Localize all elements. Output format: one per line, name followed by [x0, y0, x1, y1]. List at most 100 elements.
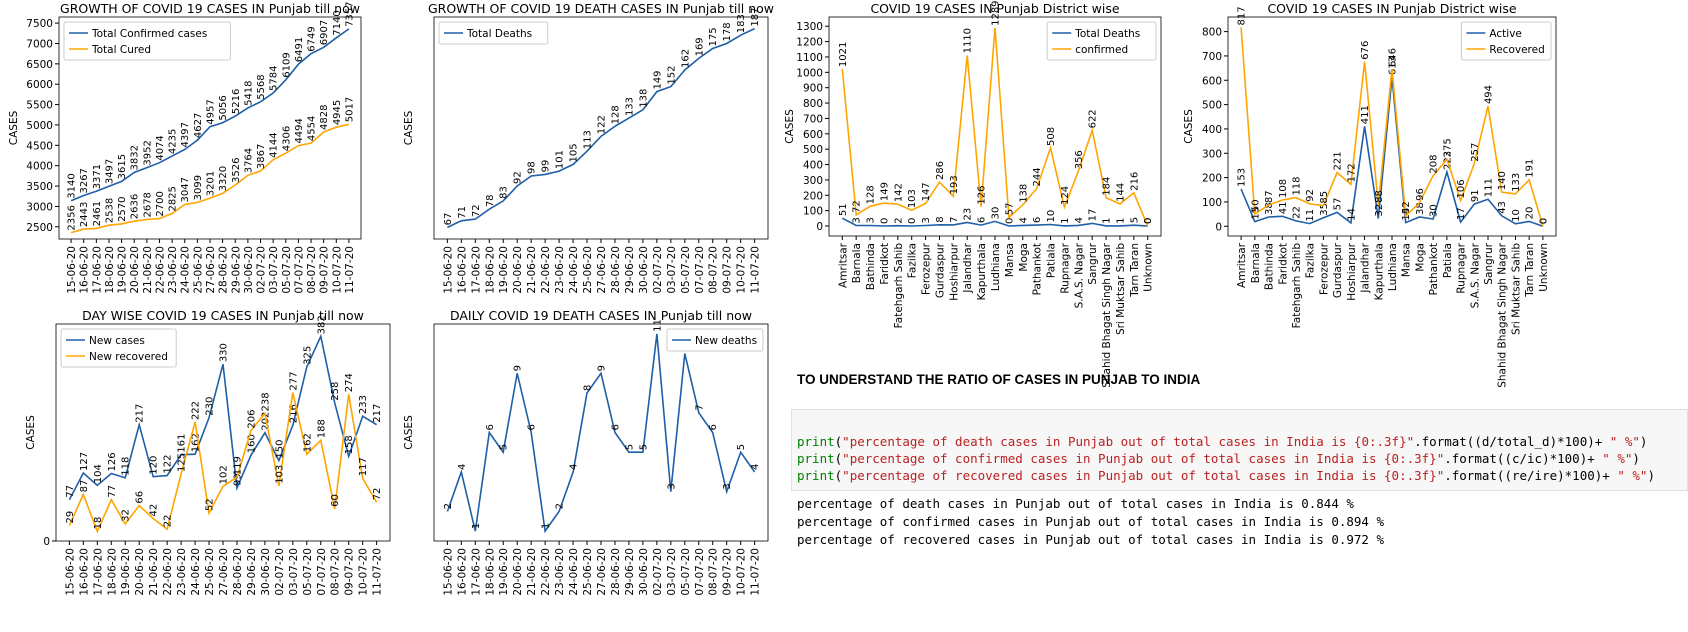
- data-label: 91: [1470, 189, 1481, 202]
- data-label: 118: [1291, 176, 1302, 195]
- x-tick-label: 28-06-20: [232, 548, 244, 596]
- y-tick-label: 700: [1202, 51, 1222, 63]
- x-tick-label: Patiala: [1046, 243, 1058, 278]
- data-label: 5: [499, 444, 510, 450]
- data-label: 188: [316, 419, 327, 438]
- data-label: 233: [358, 395, 369, 414]
- data-label: 18: [93, 517, 104, 530]
- x-tick-label: 20-06-20: [129, 246, 141, 294]
- data-label: 3267: [79, 168, 90, 193]
- data-label: 3: [722, 483, 733, 489]
- data-label: 162: [680, 49, 691, 68]
- legend-label: New cases: [89, 335, 145, 347]
- x-tick-label: Gurdaspur: [1332, 242, 1344, 298]
- data-label: 330: [219, 343, 230, 362]
- data-label: 72: [471, 204, 482, 217]
- data-label: 71: [457, 206, 468, 219]
- x-tick-label: 22-06-20: [540, 246, 552, 294]
- x-tick-label: Moga: [1414, 243, 1426, 272]
- data-label: 124: [1060, 186, 1071, 205]
- data-label: 382: [316, 315, 327, 334]
- data-label: 356: [1074, 150, 1085, 169]
- x-tick-label: Sangrur: [1483, 242, 1495, 284]
- x-tick-label: 29-06-20: [230, 246, 242, 294]
- x-tick-label: Shahid Bhagat Singh Nagar: [1101, 242, 1113, 387]
- data-label: 187: [750, 8, 761, 27]
- data-label: 142: [893, 183, 904, 202]
- data-label: 1: [471, 523, 482, 529]
- y-tick-label: 4500: [26, 140, 53, 152]
- data-label: 99: [232, 473, 243, 486]
- data-label: 77: [65, 485, 76, 498]
- legend-label: Total Cured: [91, 44, 151, 56]
- data-label: 613: [1388, 56, 1399, 75]
- series-line: [1240, 27, 1544, 227]
- data-label: 108: [1278, 179, 1289, 198]
- data-label: 17: [1088, 209, 1099, 222]
- x-tick-label: 15-06-20: [64, 548, 76, 596]
- x-tick-label: 27-06-20: [218, 548, 230, 596]
- y-tick-label: 5500: [26, 100, 53, 112]
- x-tick-label: 18-06-20: [106, 548, 118, 596]
- x-tick-label: 25-06-20: [192, 246, 204, 294]
- data-label: 622: [1088, 109, 1099, 128]
- data-label: 138: [1018, 184, 1029, 203]
- series-line: [68, 392, 378, 534]
- data-label: 275: [1442, 138, 1453, 157]
- legend: Total Deaths confirmed: [1046, 21, 1157, 61]
- x-tick-label: 03-07-20: [666, 548, 678, 596]
- data-label: 3320: [218, 166, 229, 191]
- data-label: 6: [527, 424, 538, 430]
- data-label: 103: [907, 189, 918, 208]
- plot-frame: [433, 323, 769, 542]
- y-tick-label: 1100: [796, 52, 823, 64]
- data-label: 101: [555, 150, 566, 169]
- data-label: 160: [246, 434, 257, 453]
- y-tick-label: 100: [803, 206, 823, 218]
- x-tick-label: Amritsar: [837, 242, 849, 288]
- x-tick-label: 18-06-20: [484, 548, 496, 596]
- data-label: 258: [330, 382, 341, 401]
- data-label: 3867: [256, 144, 267, 169]
- data-label: 6109: [281, 52, 292, 77]
- legend-label: confirmed: [1075, 44, 1128, 56]
- x-tick-label: 11-07-20: [344, 246, 356, 294]
- data-label: 11: [1305, 209, 1316, 222]
- data-label: 119: [232, 456, 243, 475]
- y-tick-label: 500: [803, 144, 823, 156]
- data-label: 60: [330, 494, 341, 507]
- legend-label: New recovered: [89, 351, 168, 363]
- data-label: 138: [638, 89, 649, 108]
- chart-title: DAY WISE COVID 19 CASES IN Punjab till n…: [82, 308, 364, 323]
- x-tick-label: 30-06-20: [260, 548, 272, 596]
- data-label: 32: [1374, 204, 1385, 217]
- y-tick-label: 300: [1202, 148, 1222, 160]
- data-label: 122: [163, 455, 174, 474]
- x-tick-label: 15-06-20: [66, 246, 78, 294]
- x-tick-label: 16-06-20: [456, 246, 468, 294]
- y-tick-label: 6000: [26, 79, 53, 91]
- data-label: 120: [149, 456, 160, 475]
- x-tick-label: Sri Muktsar Sahib: [1510, 243, 1522, 335]
- data-label: 325: [302, 346, 313, 365]
- data-label: 2700: [155, 191, 166, 216]
- x-tick-label: Amritsar: [1236, 242, 1248, 288]
- x-tick-label: 02-07-20: [652, 548, 664, 596]
- x-tick-label: Rupnagar: [1456, 242, 1468, 293]
- data-label: 5784: [269, 66, 280, 91]
- data-label: 2825: [168, 186, 179, 211]
- x-tick-label: Shahid Bhagat Singh Nagar: [1497, 242, 1509, 387]
- legend-box: [666, 328, 764, 352]
- x-tick-label: 03-07-20: [666, 246, 678, 294]
- data-label: 191: [1525, 159, 1536, 178]
- data-label: 193: [949, 175, 960, 194]
- x-tick-label: Gurdaspur: [934, 242, 946, 298]
- legend: Total Confirmed cases Total Cured: [63, 21, 231, 61]
- x-tick-label: 29-06-20: [624, 246, 636, 294]
- data-label: 17: [1456, 207, 1467, 220]
- legend-label: Total Confirmed cases: [91, 28, 207, 40]
- data-label: 122: [597, 115, 608, 134]
- x-tick-label: 24-06-20: [568, 548, 580, 596]
- data-label: 106: [1456, 179, 1467, 198]
- data-label: 133: [1511, 173, 1522, 192]
